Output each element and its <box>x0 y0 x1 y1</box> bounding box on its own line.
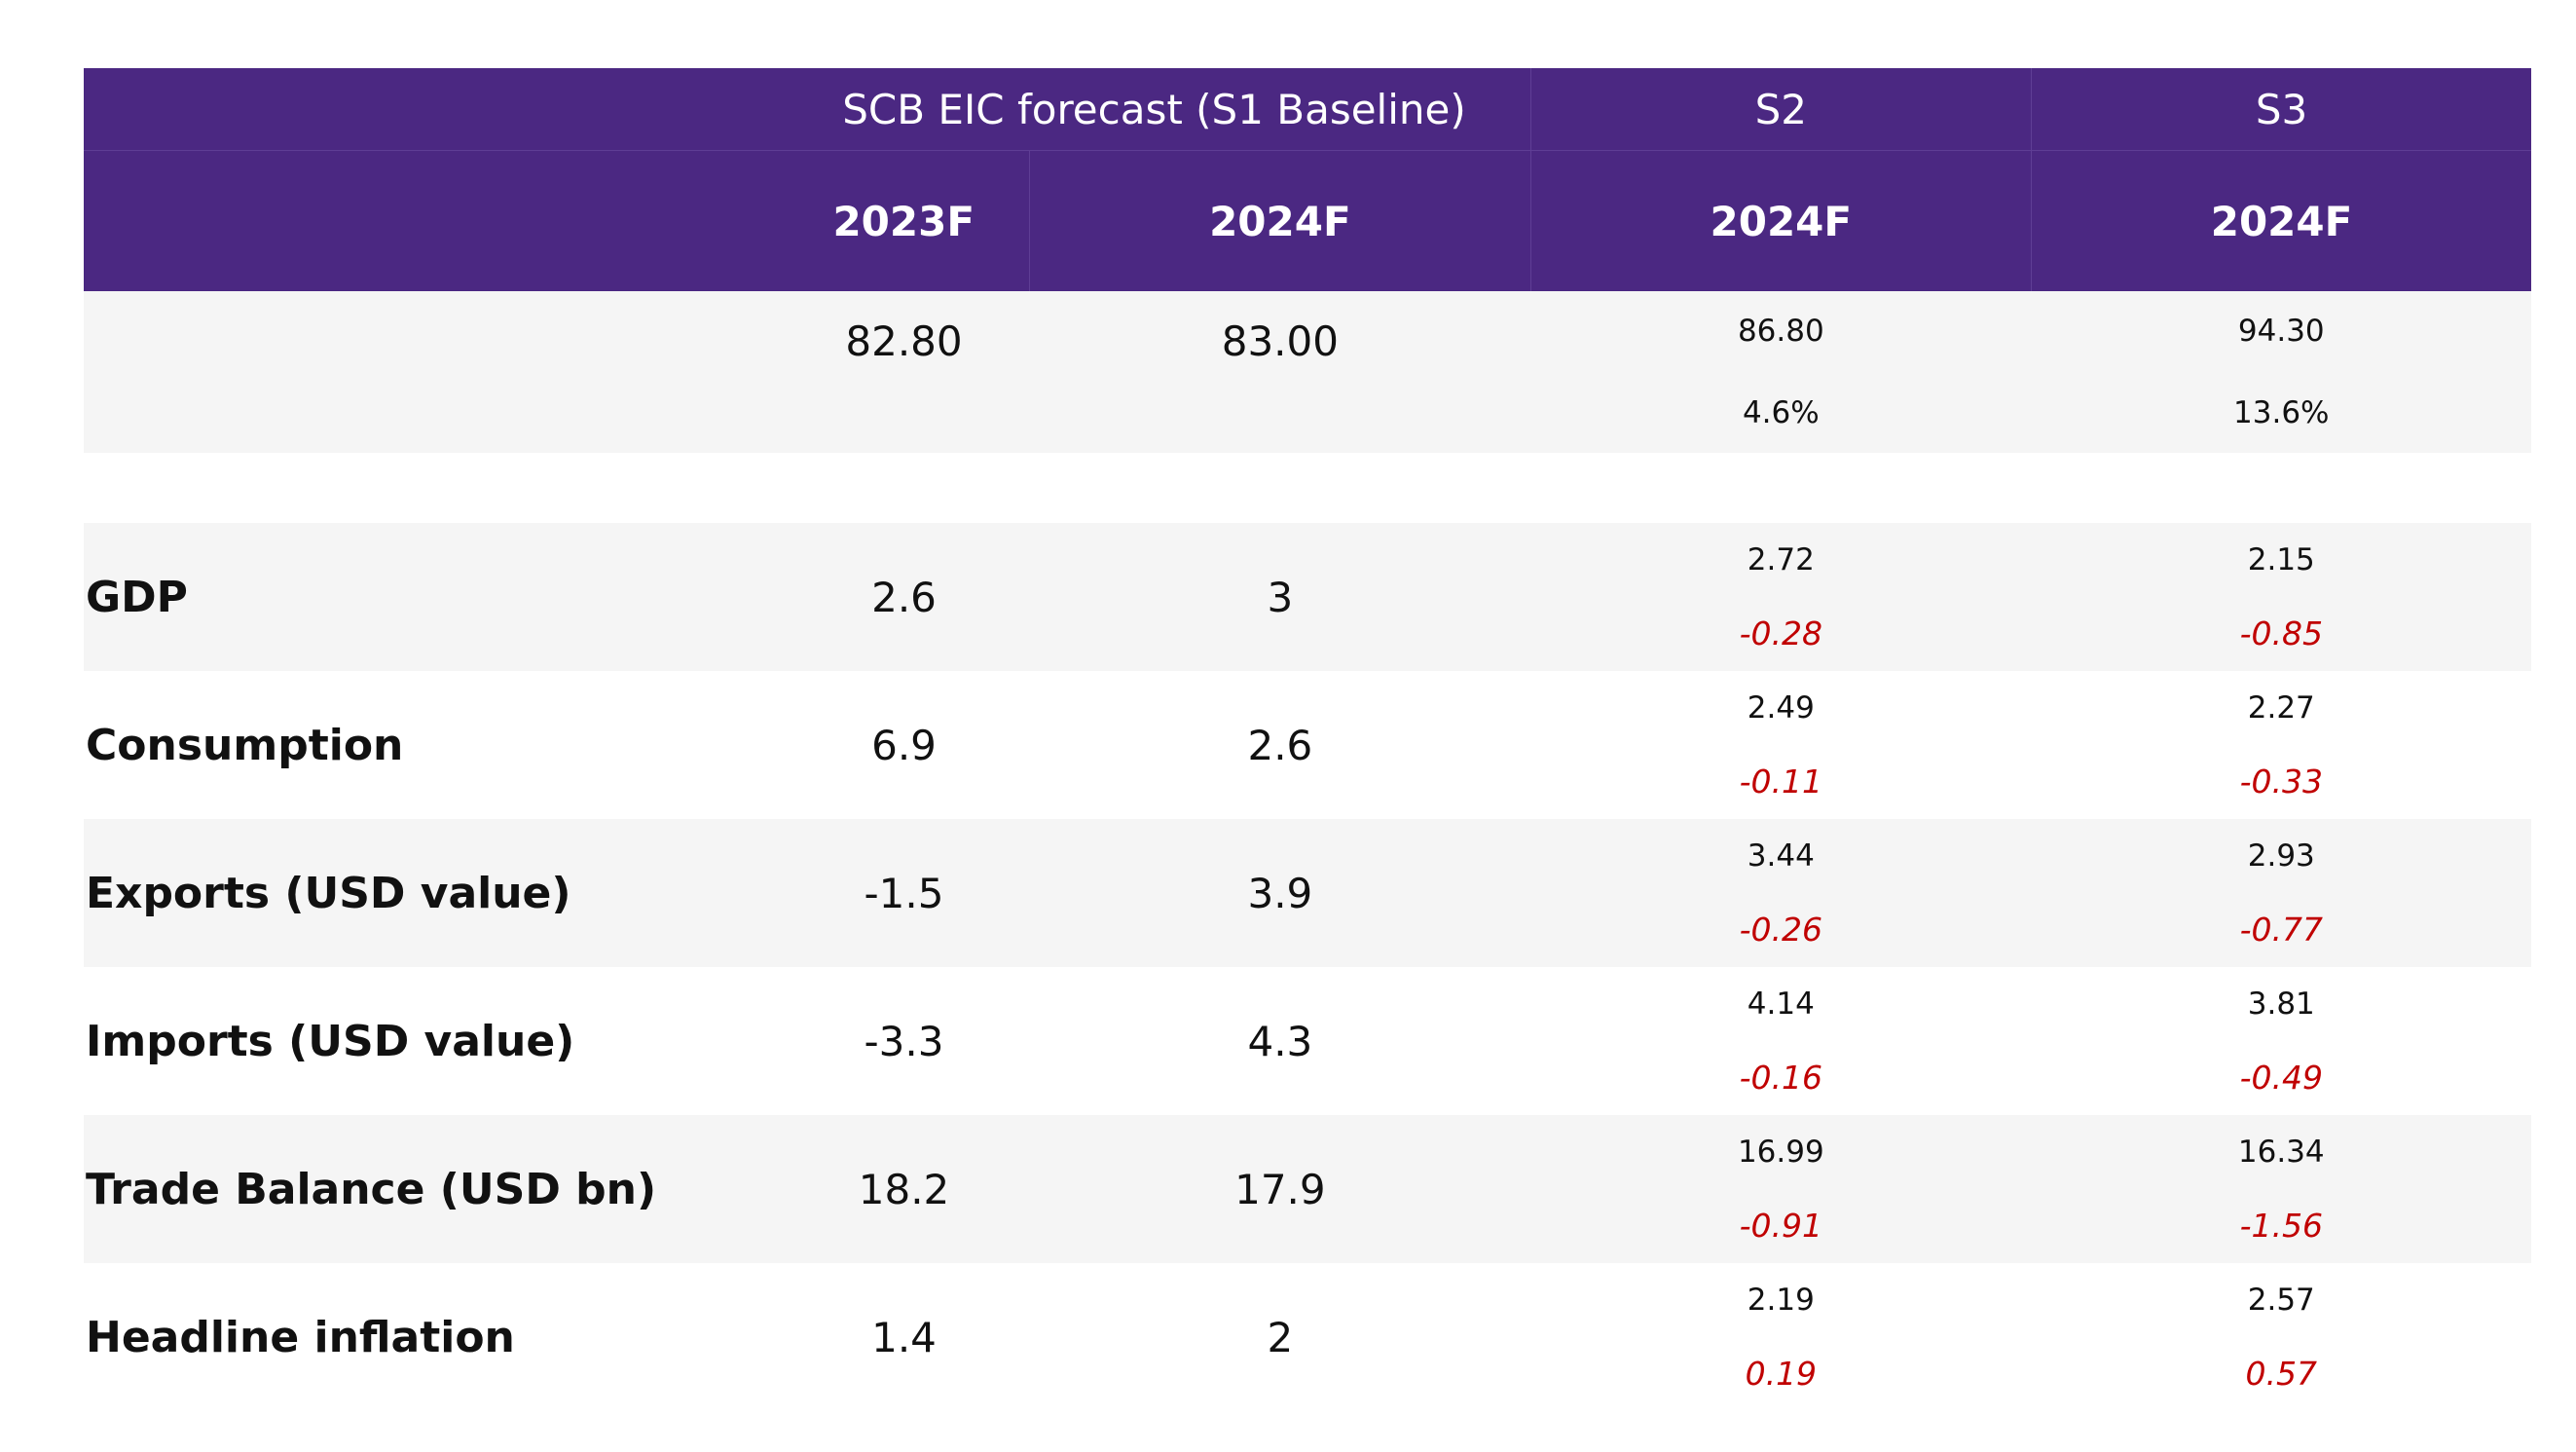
value-2023: 2.6 <box>778 523 1030 671</box>
row-label: Consumption <box>84 671 779 819</box>
row-label: Headline inflation <box>84 1263 779 1411</box>
s2-value: 3.44 <box>1747 838 1815 874</box>
s3-delta: -0.33 <box>2239 763 2323 800</box>
value-2024: 3 <box>1029 523 1531 671</box>
price-s2-change: 4.6% <box>1742 395 1820 430</box>
row-label: Imports (USD value) <box>84 967 779 1115</box>
s2-value: 2.49 <box>1747 690 1815 726</box>
header-group-baseline: SCB EIC forecast (S1 Baseline) <box>778 68 1531 151</box>
s2-value: 2.72 <box>1747 542 1815 577</box>
header-group-s3: S3 <box>2031 68 2531 151</box>
price-s2-value: 86.80 <box>1737 314 1824 349</box>
header-year-row: 2023F 2024F 2024F 2024F <box>84 150 2531 291</box>
s2-cell: 16.99 -0.91 <box>1530 1115 2032 1263</box>
s2-cell: 2.49 -0.11 <box>1530 671 2032 819</box>
s2-delta: -0.11 <box>1739 763 1823 800</box>
s2-value: 2.19 <box>1747 1283 1815 1318</box>
header-blank-cell <box>84 68 779 151</box>
price-row-label <box>84 291 779 453</box>
s3-cell: 2.27 -0.33 <box>2031 671 2531 819</box>
value-2024: 2.6 <box>1029 671 1531 819</box>
row-label: Exports (USD value) <box>84 819 779 967</box>
value-2024: 17.9 <box>1029 1115 1531 1263</box>
table-row: Consumption 6.9 2.6 2.49 -0.11 2.27 -0.33 <box>84 671 2531 819</box>
price-2024: 83.00 <box>1029 291 1531 453</box>
s3-cell: 3.81 -0.49 <box>2031 967 2531 1115</box>
value-2024: 2 <box>1029 1263 1531 1411</box>
row-label: Trade Balance (USD bn) <box>84 1115 779 1263</box>
s2-cell: 4.14 -0.16 <box>1530 967 2032 1115</box>
s3-cell: 2.93 -0.77 <box>2031 819 2531 967</box>
price-2024-value: 83.00 <box>1221 316 1339 365</box>
forecast-table: SCB EIC forecast (S1 Baseline) S2 S3 202… <box>84 68 2531 1411</box>
s2-cell: 2.19 0.19 <box>1530 1263 2032 1411</box>
s2-delta: -0.16 <box>1739 1059 1823 1097</box>
price-s3: 94.30 13.6% <box>2031 291 2531 453</box>
table-row: Trade Balance (USD bn) 18.2 17.9 16.99 -0… <box>84 1115 2531 1263</box>
value-2023: -3.3 <box>778 967 1030 1115</box>
s3-delta: -0.49 <box>2239 1059 2323 1097</box>
header-year-s3-2024: 2024F <box>2031 150 2531 291</box>
s3-value: 16.34 <box>2237 1135 2325 1170</box>
s2-delta: 0.19 <box>1745 1355 1818 1393</box>
s3-cell: 2.15 -0.85 <box>2031 523 2531 671</box>
value-2024: 4.3 <box>1029 967 1531 1115</box>
s2-cell: 3.44 -0.26 <box>1530 819 2032 967</box>
forecast-table-container: SCB EIC forecast (S1 Baseline) S2 S3 202… <box>84 68 2531 1411</box>
header-year-baseline-2024: 2024F <box>1029 150 1531 291</box>
price-s3-change: 13.6% <box>2233 395 2330 430</box>
table-row: Exports (USD value) -1.5 3.9 3.44 -0.26 2… <box>84 819 2531 967</box>
s2-delta: -0.26 <box>1739 911 1823 949</box>
header-group-row: SCB EIC forecast (S1 Baseline) S2 S3 <box>84 68 2531 151</box>
s3-cell: 2.57 0.57 <box>2031 1263 2531 1411</box>
s3-delta: -1.56 <box>2239 1207 2323 1245</box>
table-row: Imports (USD value) -3.3 4.3 4.14 -0.16 3… <box>84 967 2531 1115</box>
price-row: 82.80 83.00 86.80 4.6% 94.30 13.6% <box>84 291 2531 453</box>
value-2023: 18.2 <box>778 1115 1030 1263</box>
s2-value: 16.99 <box>1737 1135 1824 1170</box>
s2-delta: -0.91 <box>1739 1207 1823 1245</box>
spacer-row <box>84 453 2531 523</box>
header-year-baseline-2023: 2023F <box>778 150 1030 291</box>
s3-delta: 0.57 <box>2245 1355 2318 1393</box>
header-group-s2: S2 <box>1529 68 2032 151</box>
price-2023-value: 82.80 <box>845 316 963 365</box>
table-row: Headline inflation 1.4 2 2.19 0.19 2.57 0.… <box>84 1263 2531 1411</box>
row-label: GDP <box>84 523 779 671</box>
s3-value: 2.93 <box>2247 838 2315 874</box>
s2-delta: -0.28 <box>1739 614 1823 652</box>
value-2023: -1.5 <box>778 819 1030 967</box>
header-year-s2-2024: 2024F <box>1529 150 2032 291</box>
s3-value: 2.57 <box>2247 1283 2315 1318</box>
value-2023: 1.4 <box>778 1263 1030 1411</box>
price-s2: 86.80 4.6% <box>1530 291 2032 453</box>
s2-cell: 2.72 -0.28 <box>1530 523 2032 671</box>
header-year-blank <box>84 150 779 291</box>
s3-delta: -0.77 <box>2239 911 2323 949</box>
value-2024: 3.9 <box>1029 819 1531 967</box>
s3-value: 2.27 <box>2247 690 2315 726</box>
s2-value: 4.14 <box>1747 987 1815 1022</box>
price-2023: 82.80 <box>778 291 1030 453</box>
s3-value: 2.15 <box>2247 542 2315 577</box>
s3-delta: -0.85 <box>2239 614 2323 652</box>
value-2023: 6.9 <box>778 671 1030 819</box>
price-s3-value: 94.30 <box>2237 314 2325 349</box>
s3-value: 3.81 <box>2247 987 2315 1022</box>
table-row: GDP 2.6 3 2.72 -0.28 2.15 -0.85 <box>84 523 2531 671</box>
s3-cell: 16.34 -1.56 <box>2031 1115 2531 1263</box>
